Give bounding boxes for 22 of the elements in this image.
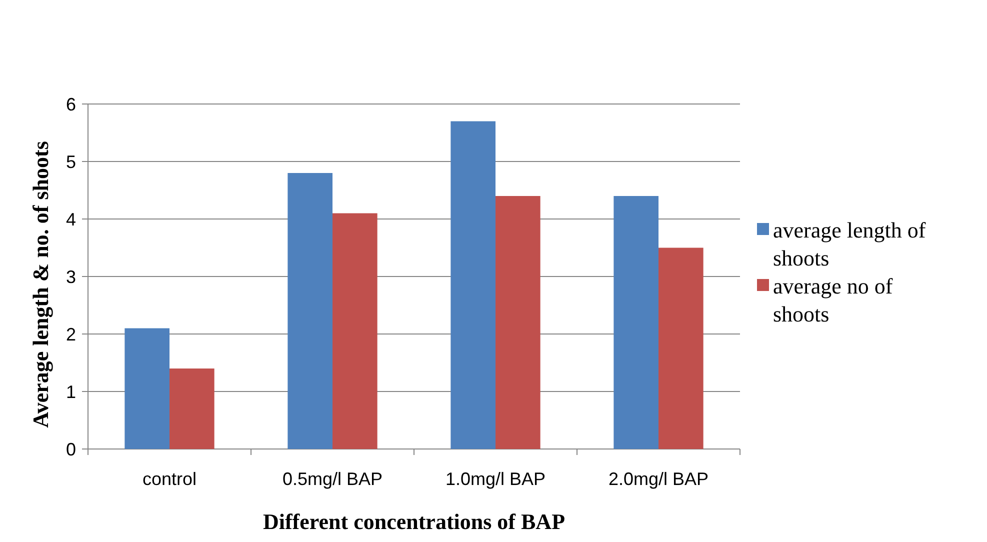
x-axis-title: Different concentrations of BAP bbox=[262, 509, 566, 534]
y-tick-label: 2 bbox=[66, 324, 76, 344]
bar bbox=[332, 213, 378, 449]
bar bbox=[124, 328, 170, 449]
legend-label: average no of shoots bbox=[773, 274, 894, 327]
x-tick-label: 1.0mg/l BAP bbox=[445, 469, 546, 489]
y-tick-label: 4 bbox=[66, 209, 76, 230]
bar bbox=[288, 173, 332, 449]
bar bbox=[658, 248, 704, 449]
y-tick-label: 5 bbox=[66, 152, 76, 172]
bar bbox=[170, 368, 214, 449]
bar bbox=[450, 121, 496, 449]
y-tick-label: 0 bbox=[66, 439, 76, 460]
y-tick-label: 3 bbox=[66, 266, 76, 287]
bar bbox=[496, 196, 540, 449]
x-tick-label: 0.5mg/l BAP bbox=[282, 469, 383, 489]
bar bbox=[614, 196, 658, 449]
y-tick-label: 6 bbox=[66, 94, 76, 114]
y-tick-label: 1 bbox=[66, 382, 76, 402]
x-tick-label: control bbox=[142, 469, 197, 489]
y-axis-title: Average length & no. of shoots bbox=[28, 140, 53, 428]
x-tick-label: 2.0mg/l BAP bbox=[608, 469, 709, 489]
